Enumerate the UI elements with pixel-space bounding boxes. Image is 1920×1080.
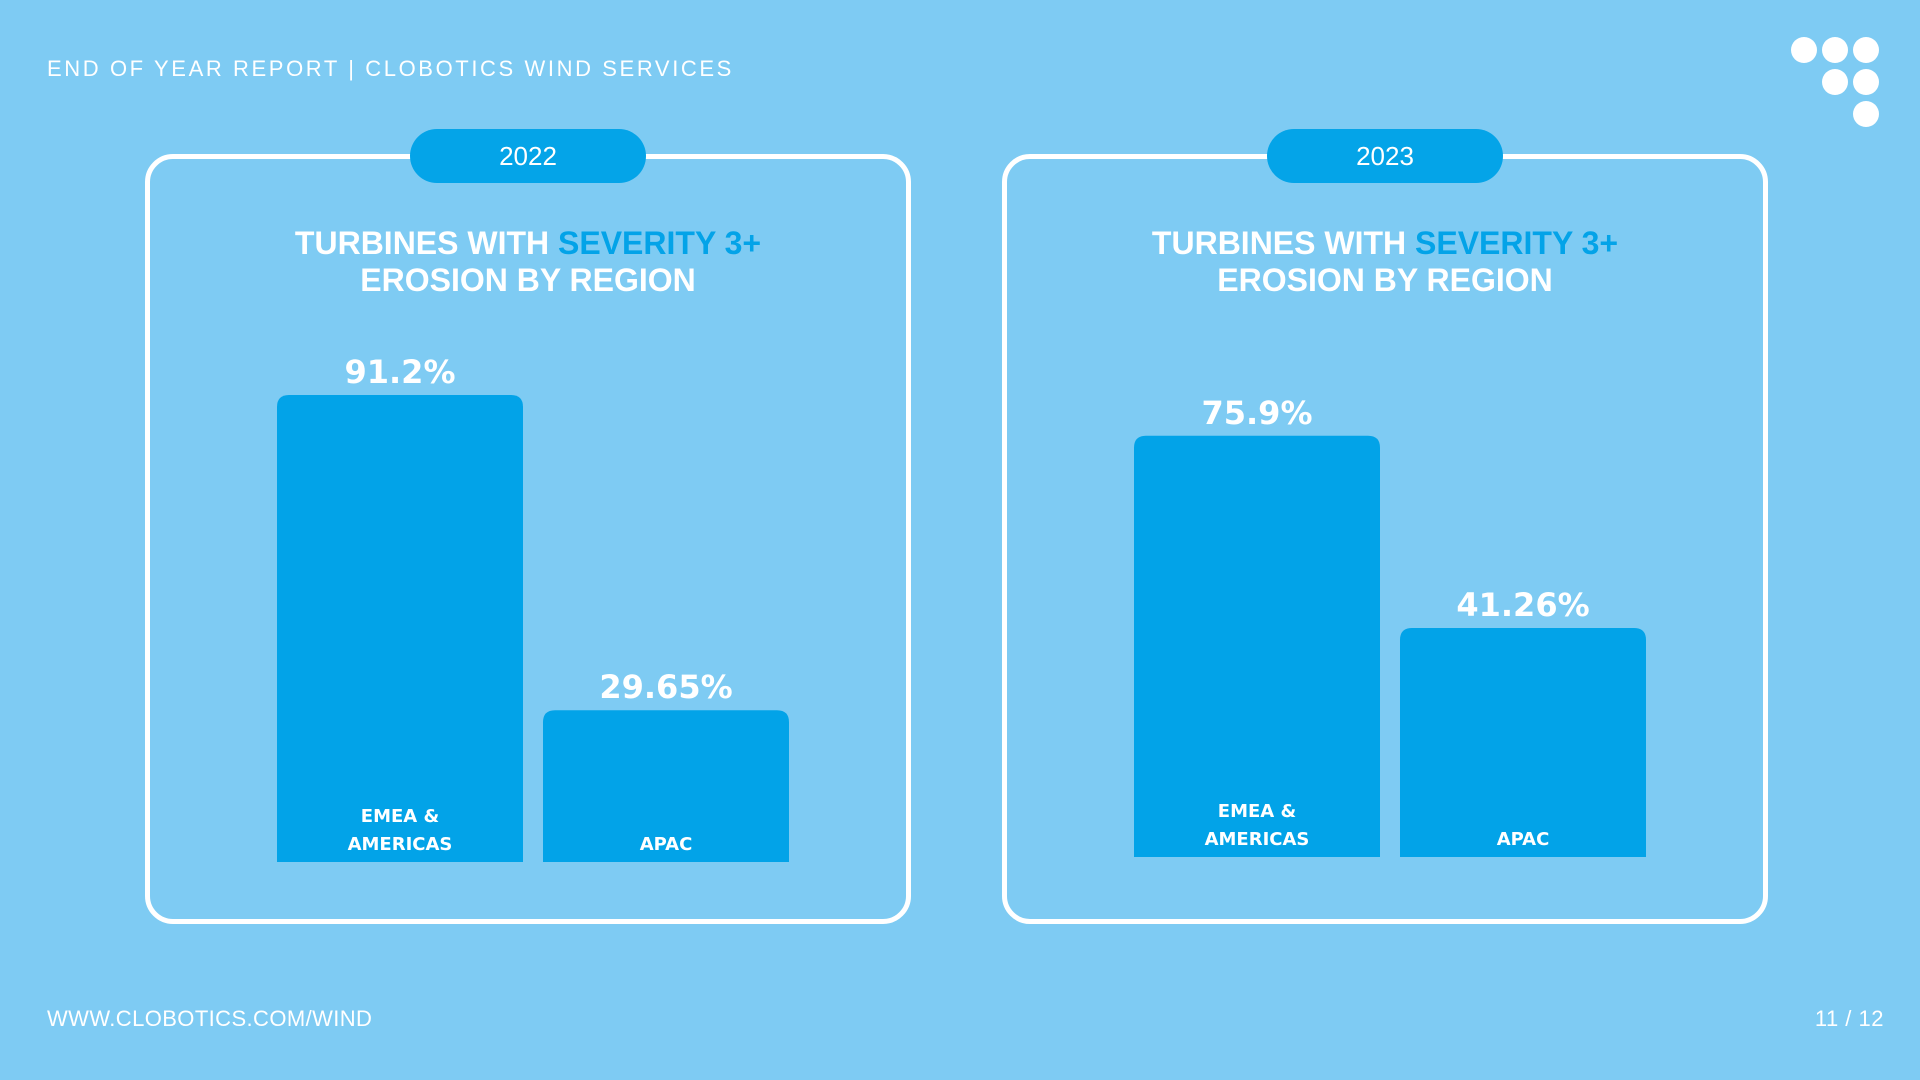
bar-0 xyxy=(277,395,523,862)
dots-logo-icon xyxy=(1791,37,1879,127)
category-label: EMEA & xyxy=(361,806,439,827)
bar-chart-2022: 91.2% EMEA & AMERICAS 29.65% APAC xyxy=(277,353,789,862)
bar-value-label: 41.26% xyxy=(1456,586,1589,624)
chart-title-line2: EROSION BY REGION xyxy=(1217,262,1553,298)
report-header: END OF YEAR REPORT | CLOBOTICS WIND SERV… xyxy=(47,56,734,81)
year-badge: 2022 xyxy=(410,129,646,183)
footer-url-link[interactable]: WWW.CLOBOTICS.COM/WIND xyxy=(47,1006,373,1031)
bar-value-label: 91.2% xyxy=(344,353,455,391)
chart-panel-2023: 2023 TURBINES WITH SEVERITY 3+ EROSION B… xyxy=(1002,129,1768,924)
chart-title-accent: SEVERITY 3+ xyxy=(558,225,762,261)
bar-value-label: 29.65% xyxy=(599,668,732,706)
year-badge: 2023 xyxy=(1267,129,1503,183)
chart-title: TURBINES WITH SEVERITY 3+ EROSION BY REG… xyxy=(1007,225,1763,299)
chart-panel-2022: 2022 TURBINES WITH SEVERITY 3+ EROSION B… xyxy=(145,129,911,924)
chart-title-accent: SEVERITY 3+ xyxy=(1415,225,1619,261)
chart-title: TURBINES WITH SEVERITY 3+ EROSION BY REG… xyxy=(150,225,906,299)
bar-chart-2023: 75.9% EMEA & AMERICAS 41.26% APAC xyxy=(1134,394,1646,857)
category-label: AMERICAS xyxy=(1205,829,1310,850)
category-label: EMEA & xyxy=(1218,801,1296,822)
chart-title-line2: EROSION BY REGION xyxy=(360,262,696,298)
chart-title-prefix: TURBINES WITH xyxy=(1151,225,1416,261)
category-label: AMERICAS xyxy=(348,834,453,855)
bar-1 xyxy=(1400,628,1646,857)
category-label: APAC xyxy=(640,834,693,855)
chart-title-prefix: TURBINES WITH xyxy=(294,225,559,261)
bar-value-label: 75.9% xyxy=(1201,394,1312,432)
bar-1 xyxy=(543,710,789,862)
bar-0 xyxy=(1134,435,1380,857)
page-number: 11 / 12 xyxy=(1814,1006,1884,1031)
category-label: APAC xyxy=(1497,829,1550,850)
